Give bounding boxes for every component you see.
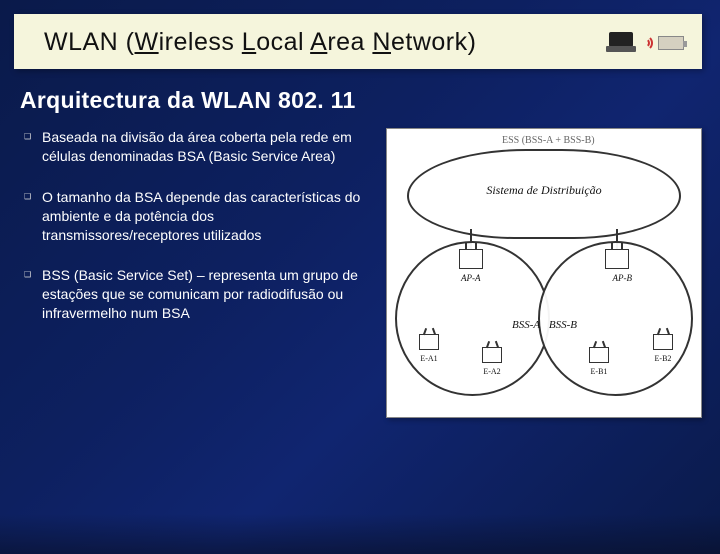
bss-a-label: BSS-A	[512, 319, 540, 331]
bullet-marker-icon: ❑	[24, 128, 42, 146]
station-node	[482, 347, 502, 363]
station-node	[419, 334, 439, 350]
title-graphic	[606, 32, 684, 54]
bss-b-label: BSS-B	[549, 319, 577, 331]
bullet-list: ❑ Baseada na divisão da área coberta pel…	[24, 128, 374, 418]
bullet-marker-icon: ❑	[24, 266, 42, 284]
distribution-system-label: Sistema de Distribuição	[387, 183, 701, 198]
ap-a-label: AP-A	[461, 273, 481, 283]
content-area: ❑ Baseada na divisão da área coberta pel…	[0, 128, 720, 418]
bullet-text: BSS (Basic Service Set) – representa um …	[42, 266, 374, 323]
list-item: ❑ Baseada na divisão da área coberta pel…	[24, 128, 374, 166]
architecture-diagram: ESS (BSS-A + BSS-B) Sistema de Distribui…	[386, 128, 702, 418]
station-label: E-B1	[584, 367, 614, 376]
ess-label: ESS (BSS-A + BSS-B)	[502, 135, 595, 146]
access-point-b	[605, 249, 629, 269]
station-label: E-A2	[477, 367, 507, 376]
access-point-a	[459, 249, 483, 269]
wifi-adapter-icon	[658, 36, 684, 50]
station-node	[653, 334, 673, 350]
station-label: E-B2	[648, 354, 678, 363]
wireless-waves-icon	[640, 33, 654, 53]
bullet-text: Baseada na divisão da área coberta pela …	[42, 128, 374, 166]
subtitle: Arquitectura da WLAN 802. 11	[20, 87, 720, 114]
title-bar: WLAN (Wireless Local Area Network)	[14, 14, 702, 69]
ap-b-label: AP-B	[613, 273, 633, 283]
list-item: ❑ O tamanho da BSA depende das caracterí…	[24, 188, 374, 245]
laptop-icon	[606, 32, 636, 54]
station-node	[589, 347, 609, 363]
bullet-marker-icon: ❑	[24, 188, 42, 206]
decorative-gradient	[0, 514, 720, 554]
station-label: E-A1	[414, 354, 444, 363]
page-title: WLAN (Wireless Local Area Network)	[44, 28, 476, 57]
bullet-text: O tamanho da BSA depende das característ…	[42, 188, 374, 245]
list-item: ❑ BSS (Basic Service Set) – representa u…	[24, 266, 374, 323]
